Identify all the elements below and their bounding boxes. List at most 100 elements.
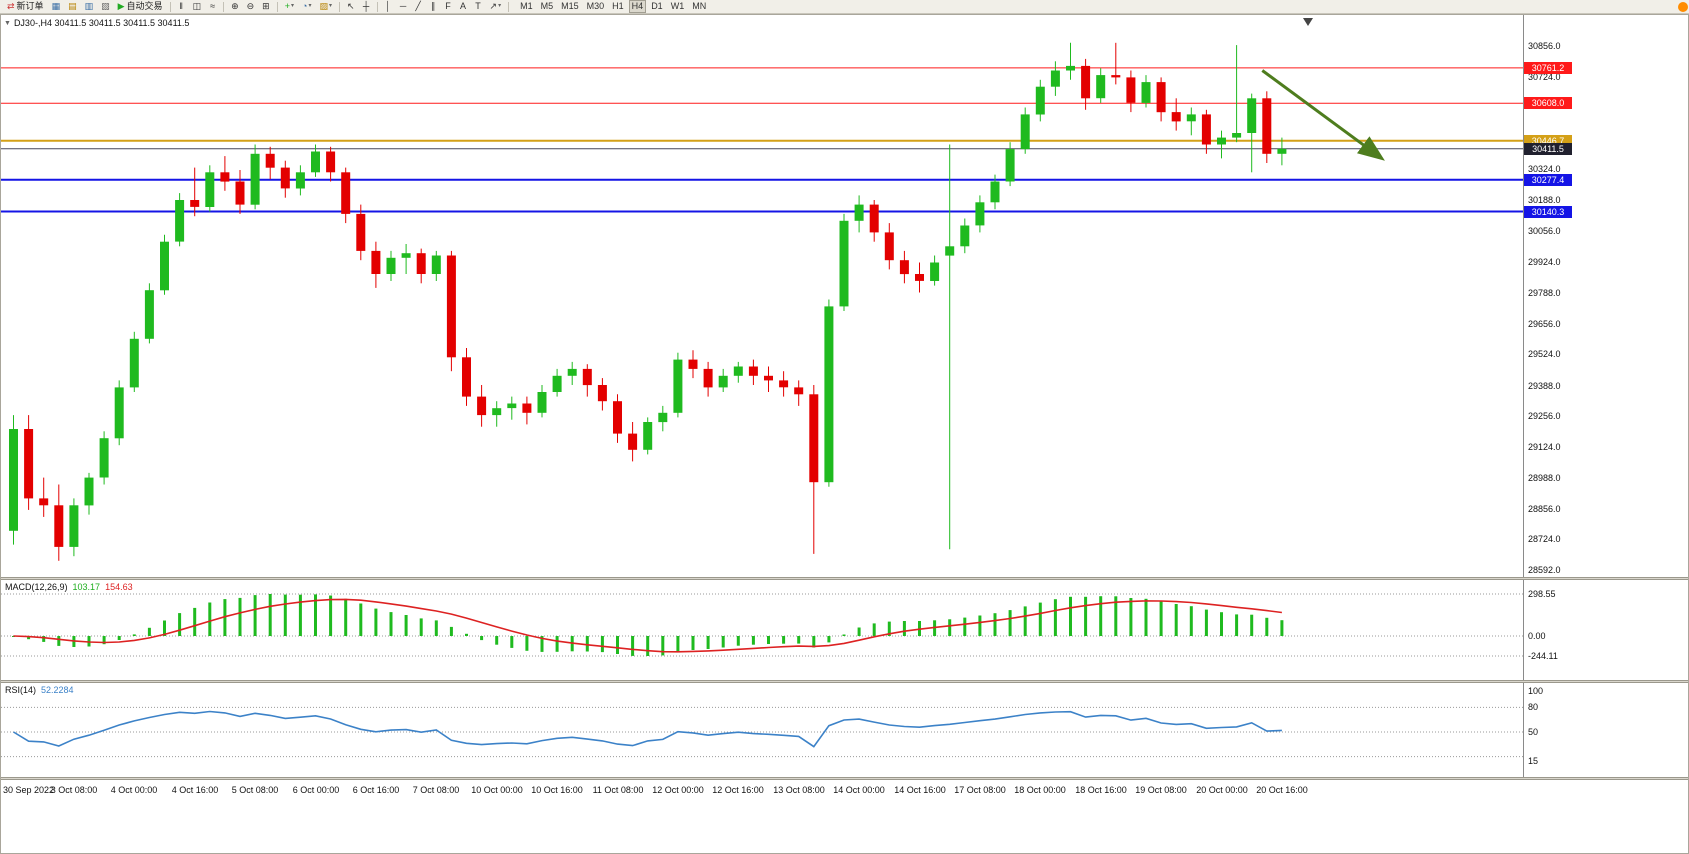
macd-signal-line bbox=[13, 598, 1282, 653]
macd-axis-label: 298.55 bbox=[1528, 589, 1556, 599]
macd-panel[interactable]: MACD(12,26,9) 103.17 154.63 bbox=[1, 580, 1523, 680]
rsi-axis-label: 80 bbox=[1528, 702, 1539, 712]
panel-separator-time[interactable] bbox=[1, 777, 1688, 780]
collapse-arrow-icon[interactable]: ▼ bbox=[4, 19, 11, 27]
trend-arrow-annotation[interactable] bbox=[1261, 69, 1385, 161]
candlestick-chart[interactable] bbox=[1, 15, 1523, 577]
current-price-tag: 30411.5 bbox=[1524, 143, 1572, 155]
macd-chart bbox=[1, 593, 1523, 657]
autotrading-button[interactable]: ▶ 自动交易 bbox=[115, 0, 166, 13]
arrows-button[interactable]: ↗ ▾ bbox=[487, 0, 505, 13]
timeframe-h4-button[interactable]: H4 bbox=[628, 0, 647, 13]
line-chart-button[interactable]: ≈ bbox=[206, 0, 219, 13]
time-axis[interactable]: 30 Sep 2022 3 Oct 08:00 4 Oct 00:00 4 Oct 1… bbox=[1, 780, 1523, 802]
time-axis-label: 13 Oct 08:00 bbox=[773, 785, 825, 795]
text-icon: A bbox=[460, 1, 467, 11]
time-axis-label: 4 Oct 00:00 bbox=[110, 785, 158, 795]
rsi-value: 52.2284 bbox=[41, 685, 74, 695]
autotrading-button-label: 自动交易 bbox=[126, 1, 163, 11]
timeframe-h1-button[interactable]: H1 bbox=[612, 1, 624, 11]
trendline-icon: ╱ bbox=[415, 1, 421, 11]
new-order-button[interactable]: ⇄ 新订单 bbox=[4, 0, 47, 13]
price-axis[interactable]: 30856.0 30724.0 30324.0 30188.0 30056.0 29924… bbox=[1523, 15, 1688, 577]
price-level-tag: 30608.0 bbox=[1524, 97, 1572, 109]
rsi-line bbox=[13, 710, 1282, 748]
chart-title: ▼ DJ30-,H4 30411.5 30411.5 30411.5 30411… bbox=[4, 18, 189, 28]
candlestick-icon: ◫ bbox=[192, 1, 202, 11]
timeframe-m30-button[interactable]: M30 bbox=[586, 1, 605, 11]
toolbar-separator bbox=[169, 1, 171, 12]
timeframe-m1-button[interactable]: M1 bbox=[520, 1, 533, 11]
rsi-name: RSI(14) bbox=[5, 685, 37, 695]
price-tick: 29524.0 bbox=[1528, 349, 1561, 359]
rsi-grid bbox=[1, 706, 1523, 758]
macd-axis-label: -244.11 bbox=[1528, 651, 1558, 661]
text-button[interactable]: A bbox=[457, 0, 470, 13]
rsi-label: RSI(14) 52.2284 bbox=[5, 685, 74, 695]
rsi-chart bbox=[1, 706, 1523, 758]
vertical-line-button[interactable]: │ bbox=[382, 0, 395, 13]
macd-main-value: 103.17 bbox=[72, 582, 101, 592]
timeframe-mn-button[interactable]: MN bbox=[692, 1, 707, 11]
zoom-in-button[interactable]: ⊕ bbox=[228, 0, 242, 13]
indicators-button[interactable]: + ▾ bbox=[282, 0, 297, 13]
dropdown-arrow-icon[interactable]: ▾ bbox=[290, 3, 294, 9]
bar-chart-button[interactable]: ‖ bbox=[175, 0, 188, 13]
time-axis-label: 20 Oct 16:00 bbox=[1256, 785, 1308, 795]
rsi-axis-label: 100 bbox=[1528, 686, 1544, 696]
zoom-out-button[interactable]: ⊖ bbox=[244, 0, 258, 13]
chart-window-button[interactable]: ▦ bbox=[49, 0, 64, 13]
timeframe-m15-button[interactable]: M15 bbox=[561, 1, 579, 11]
tile-windows-icon: ⊞ bbox=[262, 1, 270, 11]
time-axis-label: 12 Oct 00:00 bbox=[652, 785, 704, 795]
toolbar-buttons: ⇄ 新订单 ▦ ▤ ▥ ▧ ▶ 自动交易 ‖ ◫ ≈ ⊕ ⊖ ⊞ + ▾ ◔ ▾ ▨ ▾ ↖ ┼ │ ─ ╱ ∥ F A T ↗ ▾ bbox=[3, 0, 505, 13]
time-axis-label: 4 Oct 16:00 bbox=[171, 785, 219, 795]
candlestick-button[interactable]: ◫ bbox=[190, 0, 205, 13]
profiles-button[interactable]: ▤ bbox=[65, 0, 80, 13]
time-axis-label: 6 Oct 16:00 bbox=[352, 785, 400, 795]
label-icon: T bbox=[475, 1, 481, 11]
price-tick: 28988.0 bbox=[1528, 473, 1561, 483]
candlesticks bbox=[9, 42, 1287, 561]
zoom-out-icon: ⊖ bbox=[246, 1, 255, 11]
market-watch-button[interactable]: ▥ bbox=[82, 0, 97, 13]
cursor-icon: ↖ bbox=[346, 1, 355, 11]
label-button[interactable]: T bbox=[472, 0, 485, 13]
time-axis-label: 17 Oct 08:00 bbox=[954, 785, 1006, 795]
chart-window: ▼ DJ30-,H4 30411.5 30411.5 30411.5 30411… bbox=[0, 14, 1689, 854]
timeframe-d1-button[interactable]: D1 bbox=[651, 1, 663, 11]
rsi-axis-label: 15 bbox=[1528, 756, 1539, 766]
tile-windows-button[interactable]: ⊞ bbox=[259, 0, 273, 13]
profiles-icon: ▤ bbox=[68, 1, 77, 11]
rsi-panel[interactable]: RSI(14) 52.2284 bbox=[1, 683, 1523, 777]
templates-button[interactable]: ▨ ▾ bbox=[316, 0, 335, 13]
timeframe-w1-button[interactable]: W1 bbox=[670, 1, 685, 11]
trendline-button[interactable]: ╱ bbox=[412, 0, 425, 13]
chart-shift-marker[interactable] bbox=[1303, 18, 1313, 26]
toolbar-separator bbox=[276, 1, 278, 12]
dropdown-arrow-icon[interactable]: ▾ bbox=[328, 3, 332, 9]
data-window-button[interactable]: ▧ bbox=[98, 0, 113, 13]
dropdown-arrow-icon[interactable]: ▾ bbox=[308, 3, 312, 9]
new-order-icon: ⇄ bbox=[7, 1, 15, 11]
level-lines[interactable] bbox=[1, 67, 1523, 213]
notification-icon[interactable] bbox=[1678, 2, 1688, 12]
fibonacci-button[interactable]: F bbox=[442, 0, 455, 13]
line-chart-icon: ≈ bbox=[210, 1, 216, 11]
horizontal-line-button[interactable]: ─ bbox=[397, 0, 410, 13]
channel-icon: ∥ bbox=[430, 1, 436, 11]
price-chart-panel[interactable]: ▼ DJ30-,H4 30411.5 30411.5 30411.5 30411… bbox=[1, 15, 1523, 577]
crosshair-button[interactable]: ┼ bbox=[360, 0, 373, 13]
data-window-icon: ▧ bbox=[101, 1, 110, 11]
indicators-icon: + bbox=[284, 1, 290, 11]
cursor-button[interactable]: ↖ bbox=[344, 0, 358, 13]
macd-label: MACD(12,26,9) 103.17 154.63 bbox=[5, 582, 133, 592]
panel-separator-macd[interactable] bbox=[1, 577, 1688, 580]
channel-button[interactable]: ∥ bbox=[427, 0, 440, 13]
toolbar-separator bbox=[376, 1, 378, 12]
panel-separator-rsi[interactable] bbox=[1, 680, 1688, 683]
dropdown-arrow-icon[interactable]: ▾ bbox=[498, 3, 502, 9]
timeframe-m5-button[interactable]: M5 bbox=[540, 1, 554, 11]
periods-button[interactable]: ◔ ▾ bbox=[299, 0, 314, 13]
time-axis-label: 20 Oct 00:00 bbox=[1196, 785, 1248, 795]
